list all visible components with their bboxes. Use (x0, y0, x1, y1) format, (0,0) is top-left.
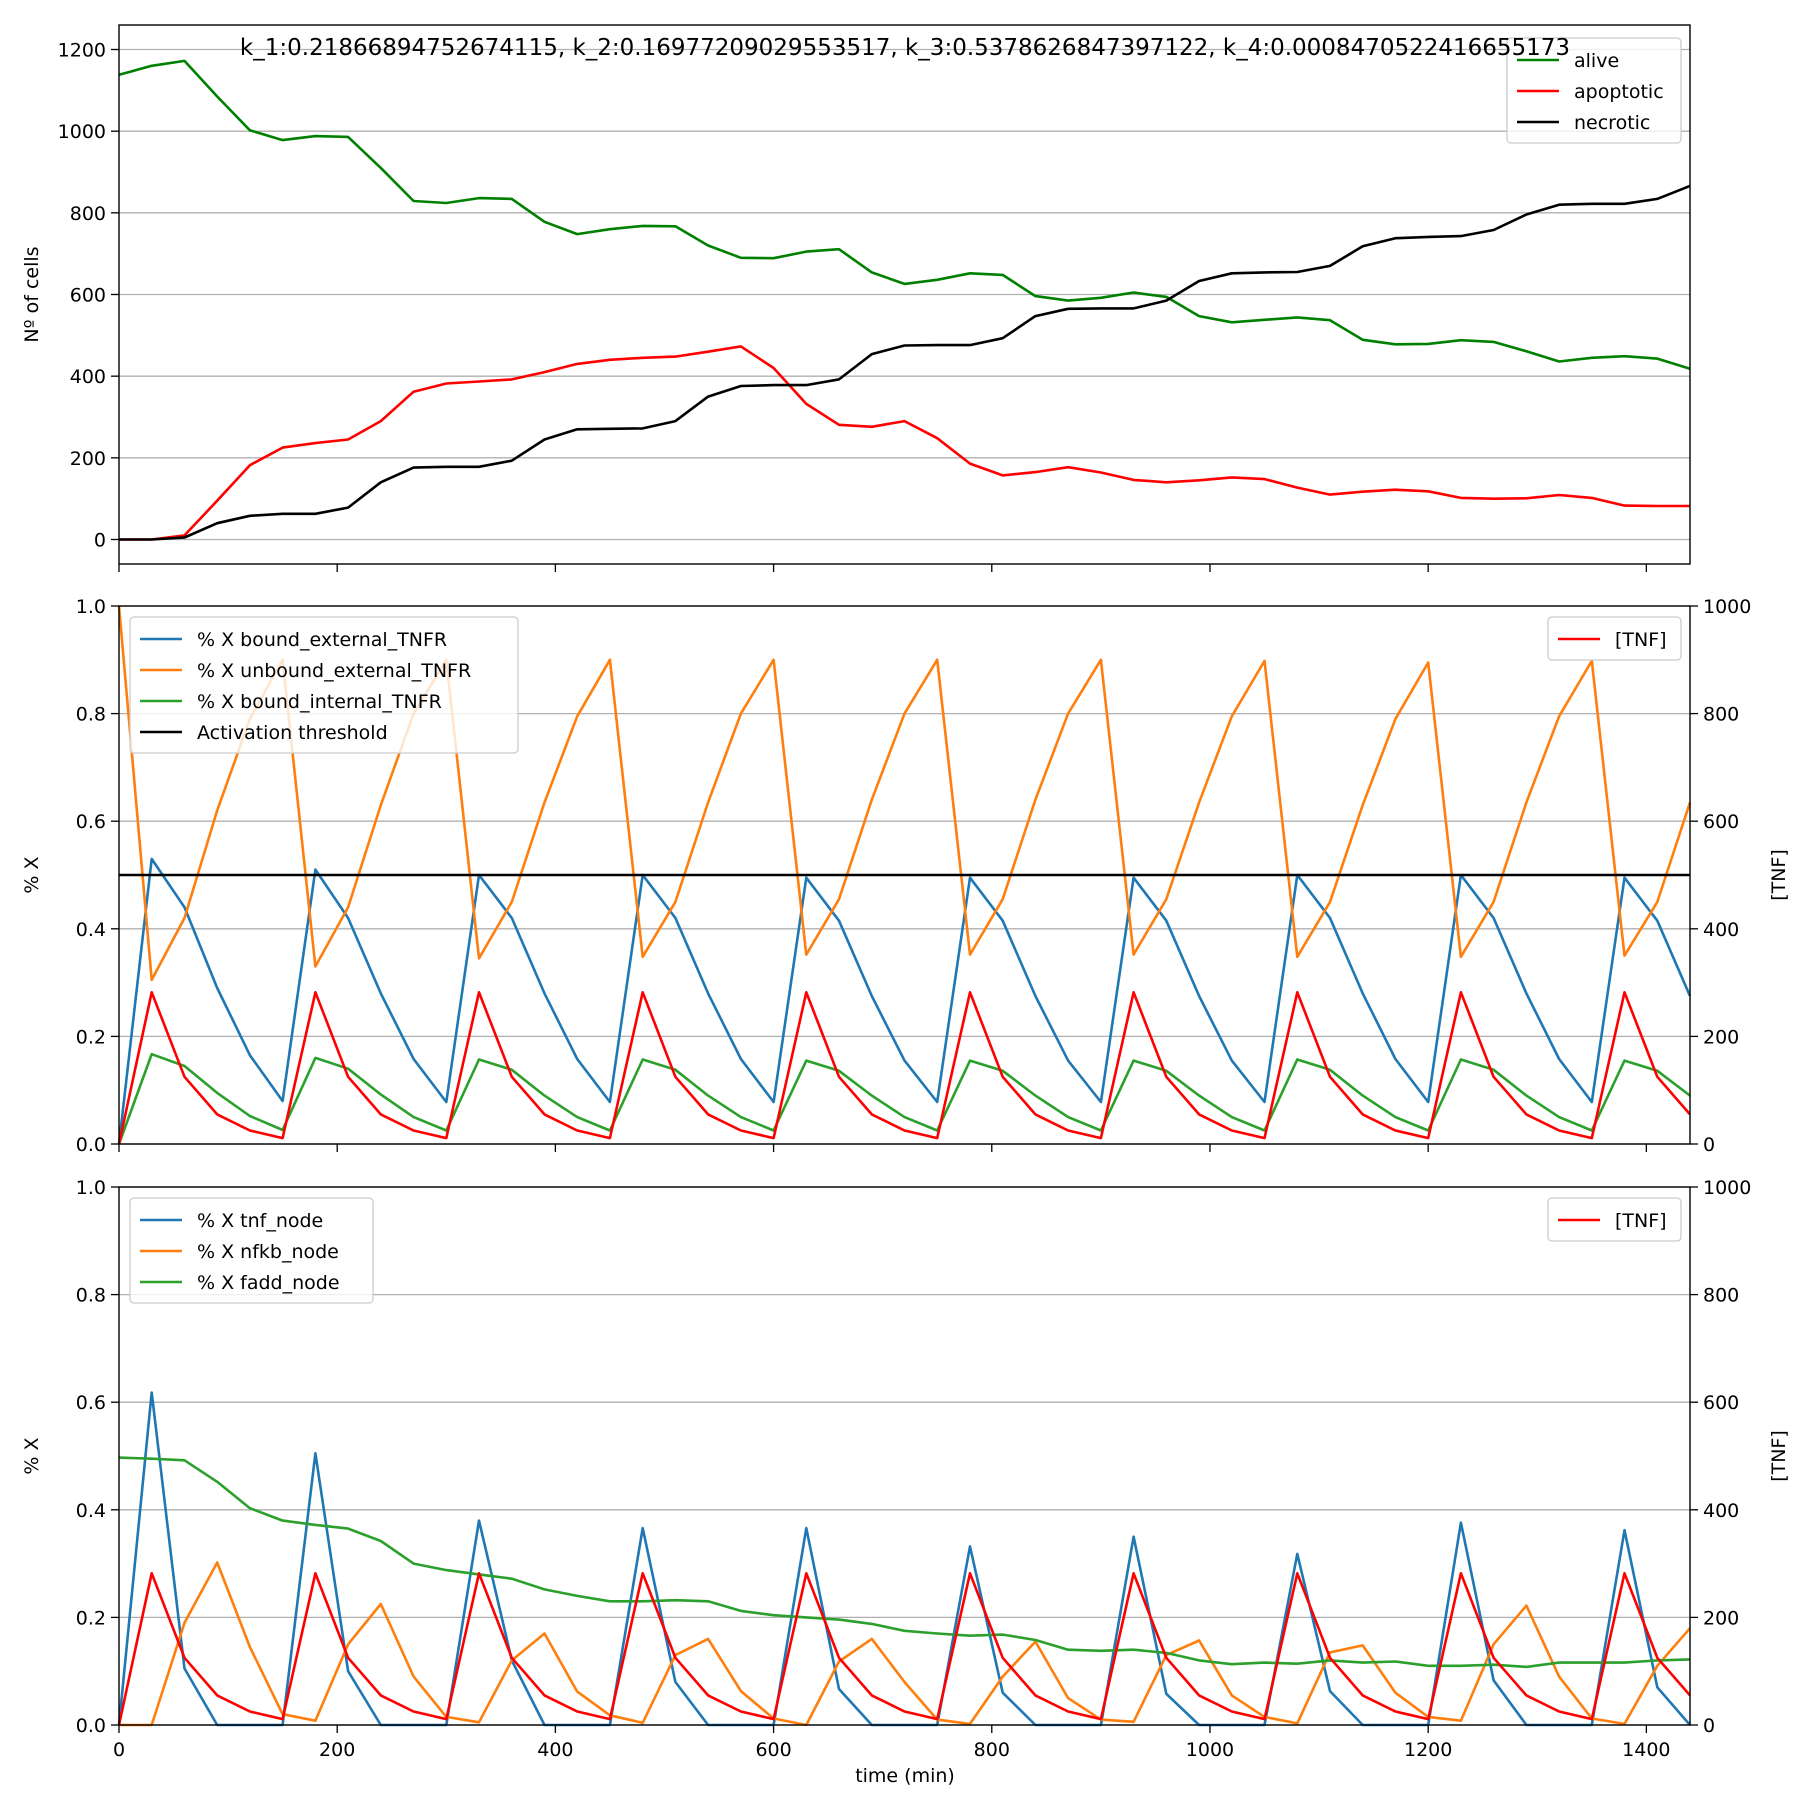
y-axis-label: % X (21, 856, 43, 893)
legend-label: alive (1574, 50, 1619, 72)
y-tick-label: 800 (70, 203, 106, 225)
y2-tick-label: 1000 (1703, 596, 1751, 618)
y-tick-label: 0.6 (76, 811, 106, 833)
legend-box (129, 616, 519, 754)
legend-box (1547, 1197, 1682, 1242)
y-tick-label: 0.8 (76, 704, 106, 726)
legend-label: Activation threshold (197, 722, 388, 744)
series-line (117, 1052, 1691, 1145)
y2-tick-label: 800 (1703, 1285, 1739, 1307)
y-tick-label: 1.0 (76, 1177, 106, 1199)
chart-title: k_1:0.21866894752674115, k_2:0.169772090… (240, 35, 1570, 61)
series-line (117, 857, 1692, 1145)
y2-tick-label: 600 (1703, 1392, 1739, 1414)
y-tick-label: 0.0 (76, 1715, 106, 1737)
y-axis-label: % X (21, 1437, 43, 1474)
x-tick-label: 600 (755, 1739, 791, 1761)
panel-3: 0.0 0.2 0.4 0.6 0.8 1.0 0 200 400 600 800 1000 [TNF]… (21, 1177, 1790, 1761)
series-line (117, 990, 1691, 1145)
legend-box (1547, 616, 1682, 661)
series-line (117, 1391, 1691, 1727)
series-line (117, 605, 1692, 982)
legend-label: % X nfkb_node (197, 1241, 339, 1263)
y2-axis-label: [TNF] (1768, 849, 1790, 901)
y-tick-label: 0.0 (76, 1134, 106, 1156)
y-tick-label: 1.0 (76, 596, 106, 618)
y2-tick-label: 0 (1703, 1715, 1715, 1737)
y-tick-label: 200 (70, 448, 106, 470)
series-line (119, 184, 1691, 541)
legend-label: % X bound_internal_TNFR (197, 691, 442, 713)
y2-tick-label: 400 (1703, 1500, 1739, 1522)
y2-tick-label: 800 (1703, 704, 1739, 726)
legend-box (1506, 37, 1682, 144)
series-line (118, 59, 1691, 371)
y2-tick-label: 200 (1703, 1026, 1739, 1048)
series-line (119, 345, 1690, 541)
legend-label: % X fadd_node (197, 1272, 340, 1294)
legend-label: [TNF] (1615, 629, 1667, 651)
y2-tick-label: 0 (1703, 1134, 1715, 1156)
legend-tnf: [TNF] (1547, 1197, 1682, 1242)
legend-label: % X unbound_external_TNFR (197, 660, 471, 682)
y-tick-label: 0.2 (76, 1607, 106, 1629)
y-tick-label: 1200 (58, 40, 106, 62)
y2-tick-label: 400 (1703, 919, 1739, 941)
y-tick-label: 0.4 (76, 919, 106, 941)
y2-axis-label: [TNF] (1768, 1430, 1790, 1482)
legend: % X tnf_node % X nfkb_node % X fadd_node (129, 1197, 374, 1304)
y-tick-label: 0.6 (76, 1392, 106, 1414)
legend-box (129, 1197, 374, 1304)
y-tick-label: 1000 (58, 121, 106, 143)
plot-frame (118, 605, 1691, 1145)
legend-label: necrotic (1574, 112, 1650, 134)
x-tick-label: 1000 (1186, 1739, 1234, 1761)
y-tick-label: 0.4 (76, 1500, 106, 1522)
y2-tick-label: 200 (1703, 1607, 1739, 1629)
series-line (117, 1572, 1691, 1726)
panel-2: 0.0 0.2 0.4 0.6 0.8 1.0 0 200 400 600 800 1000 [TNF]… (21, 596, 1790, 1156)
y2-tick-label: 600 (1703, 811, 1739, 833)
legend-label: % X tnf_node (197, 1210, 323, 1232)
y2-tick-label: 1000 (1703, 1177, 1751, 1199)
x-tick-label: 1400 (1622, 1739, 1670, 1761)
y-axis-label: Nº of cells (21, 246, 43, 342)
x-tick-label: 0 (113, 1739, 125, 1761)
legend: % X bound_external_TNFR % X unbound_exter… (129, 616, 519, 754)
legend-tnf: [TNF] (1547, 616, 1682, 661)
x-tick-label: 800 (974, 1739, 1010, 1761)
x-tick-label: 1200 (1404, 1739, 1452, 1761)
legend-label: apoptotic (1574, 81, 1664, 103)
y-tick-label: 400 (70, 366, 106, 388)
series-line (119, 1561, 1691, 1727)
y-tick-label: 600 (70, 285, 106, 307)
legend-label: % X bound_external_TNFR (197, 629, 447, 651)
x-axis-label: time (min) (855, 1765, 955, 1787)
x-tick-label: 200 (319, 1739, 355, 1761)
legend-label: [TNF] (1615, 1210, 1667, 1232)
panel-1: 0 200 400 600 800 1000 1200 Nº of cells alive apo… (21, 24, 1691, 572)
series-line (118, 1456, 1691, 1669)
y-tick-label: 0.2 (76, 1026, 106, 1048)
plot-frame (118, 1186, 1691, 1726)
x-tick-label: 400 (537, 1739, 573, 1761)
legend: alive apoptotic necrotic (1506, 37, 1682, 144)
y-tick-label: 0 (94, 530, 106, 552)
y-tick-label: 0.8 (76, 1285, 106, 1307)
